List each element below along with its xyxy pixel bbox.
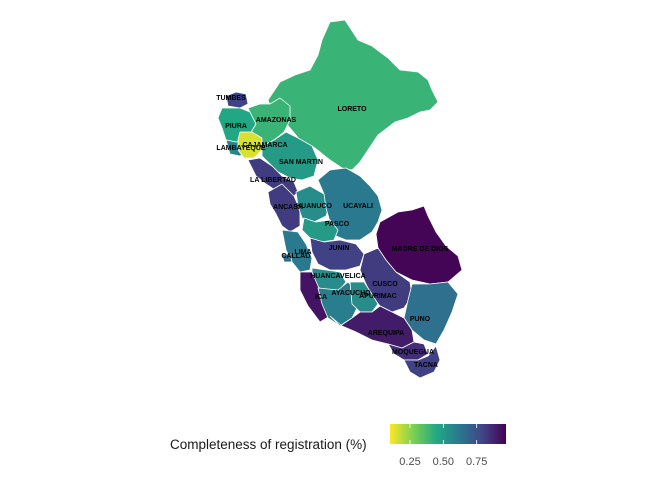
label-lambayeque: LAMBAYEQUE: [216, 145, 265, 152]
label-loreto: LORETO: [337, 106, 367, 113]
region-ayacucho: [317, 281, 359, 327]
label-pasco: PASCO: [325, 221, 350, 228]
region-apurimac: [349, 281, 379, 313]
region-huanuco: [295, 185, 331, 223]
region-sanmartin: [261, 131, 319, 181]
legend-tick-label: 0.75: [466, 456, 487, 468]
label-huancavelica: HUANCAVELICA: [310, 273, 365, 280]
label-amazonas: AMAZONAS: [256, 117, 297, 124]
legend-tick-label: 0.25: [399, 456, 420, 468]
label-cusco: CUSCO: [372, 281, 398, 288]
label-puno: PUNO: [410, 316, 431, 323]
label-piura: PIURA: [225, 123, 247, 130]
region-ancash: [267, 183, 301, 233]
label-arequipa: AREQUIPA: [368, 330, 404, 337]
region-labels: TUMBES PIURA AMAZONAS LORETO LAMBAYEQUE …: [216, 95, 448, 369]
region-puno: [403, 281, 459, 345]
label-ayacucho: AYACUCHO: [331, 290, 371, 297]
label-tacna: TACNA: [414, 362, 438, 369]
label-madrededios: MADRE DE DIOS: [392, 246, 449, 253]
label-cajamarca: CAJAMARCA: [242, 142, 287, 149]
legend-ticks: 0.25 0.50 0.75: [399, 424, 487, 468]
region-moquegua: [387, 341, 429, 361]
region-ucayali: [317, 167, 383, 241]
label-moquegua: MOQUEGUA: [392, 349, 434, 356]
region-callao: [281, 253, 293, 263]
region-junin: [309, 237, 365, 271]
legend: Completeness of registration (%) 0.25 0.5…: [170, 424, 506, 468]
label-huanuco: HUANUCO: [296, 203, 332, 210]
region-arequipa: [329, 305, 415, 349]
label-ica: ICA: [315, 294, 327, 301]
label-callao: CALLAO: [281, 253, 311, 260]
label-apurimac: APURIMAC: [359, 293, 397, 300]
label-sanmartin: SAN MARTIN: [279, 159, 323, 166]
legend-colorbar: [390, 424, 506, 444]
label-tumbes: TUMBES: [216, 95, 246, 102]
region-tacna: [403, 345, 441, 379]
region-pasco: [301, 217, 339, 243]
label-lalibertad: LA LIBERTAD: [250, 177, 296, 184]
region-tumbes: [225, 91, 249, 109]
legend-tick-label: 0.50: [433, 456, 454, 468]
label-lima: LIMA: [294, 249, 311, 256]
label-ucayali: UCAYALI: [343, 203, 373, 210]
region-loreto: [267, 19, 439, 171]
regions-layer: [217, 19, 463, 379]
region-cajamarca: [237, 131, 263, 159]
label-junin: JUNIN: [328, 245, 349, 252]
region-amazonas: [247, 97, 291, 147]
label-ancash: ANCASH: [273, 204, 303, 211]
legend-title: Completeness of registration (%): [170, 437, 367, 452]
